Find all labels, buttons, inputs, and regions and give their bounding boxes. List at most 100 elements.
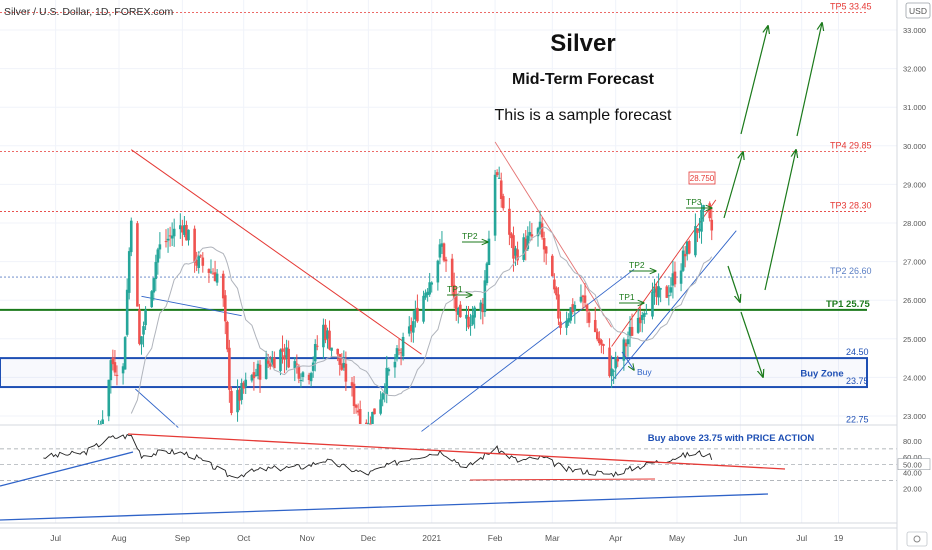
chart-settings-button[interactable] [906,531,928,547]
candle-body [101,419,104,424]
forecast-arrow-2[interactable] [727,265,740,302]
candle-body [551,255,554,277]
candle-body [299,380,303,382]
candle-body [242,382,245,389]
symbol-line: Silver / U.S. Dollar, 1D, FOREX.com [4,6,173,18]
candle-body [440,243,444,247]
candle-body [197,255,201,268]
chart-title: Silver [550,30,615,57]
candle-body [630,326,634,336]
short-blue-line-2[interactable] [135,388,179,428]
forecast-arrow-6[interactable] [796,23,822,137]
candle-body [559,321,562,329]
up-trendline-2[interactable] [611,230,737,382]
candle-body [221,273,225,299]
candle-body [381,393,384,400]
candle-body [136,223,139,307]
gear-icon[interactable] [913,535,921,543]
candle-body [622,339,626,361]
candle-body [352,383,356,407]
forecast-arrow-4[interactable] [740,311,763,377]
buy-zone-box[interactable] [0,357,868,389]
osc-value-badge [897,458,931,471]
level-label: TP3 28.30 [830,200,872,210]
candle-body [608,347,611,377]
candle-body [195,259,198,266]
candle-body [483,280,487,313]
candle-body [168,235,172,237]
candle-body [409,324,413,332]
candle-body [354,405,358,408]
candle-body [510,233,513,239]
candle-body [371,411,374,424]
annotations[interactable]: TP2 TP1 TP1 TP2 TP3 Buy 28.750 [447,171,716,377]
osc-tick-label: 20.00 [903,484,922,493]
candle-body [640,315,644,321]
candle-body [673,271,677,285]
candle-body [583,295,587,303]
currency-badge[interactable]: USD [905,2,931,19]
candle-body [201,257,205,266]
short-blue-line[interactable] [141,295,242,317]
candle-body [199,255,203,257]
candle-body [579,296,583,302]
price-marker-label: 28.750 [690,174,715,183]
candle-body [526,235,530,250]
candle-body [581,295,585,298]
forecast-arrow-5[interactable] [764,150,796,291]
candle-body [538,221,542,229]
level-label: TP2 26.60 [830,266,872,276]
down-trendline-1[interactable] [130,149,422,355]
buy-zone[interactable]: Buy Zone Buy above 23.75 with PRICE ACTIO… [0,357,868,444]
candle-body [665,286,669,298]
y-tick-label: 23.000 [903,412,926,421]
candle-body [211,273,215,275]
candle-body [679,270,683,284]
up-trendline-1[interactable] [421,268,635,432]
candle-body [428,282,431,295]
candle-body [121,366,125,374]
candle-body [154,262,158,279]
candle-body [454,295,458,312]
candle-body [499,180,503,199]
candle-body [614,356,617,369]
candle-body [436,260,440,283]
osc-red-trendline[interactable] [127,433,786,470]
candle-body [107,379,111,417]
tp3-annotation-label: TP3 [686,197,702,207]
candle-body [309,373,313,382]
candle-body [610,368,613,377]
candle-body [181,226,184,233]
osc-blue-trendline-1[interactable] [0,451,134,487]
candle-body [393,361,397,368]
x-tick-label: 19 [834,533,844,543]
candle-body [244,379,248,387]
candle-body [179,225,182,230]
candle-body [642,313,646,317]
forecast-arrows[interactable] [723,23,822,377]
osc-tick-label: 50.00 [903,461,922,470]
candle-body [456,308,460,315]
candle-body [365,422,368,424]
candle-body [452,284,456,299]
candle-body [115,374,119,376]
buy-annotation-arrow[interactable] [621,351,634,370]
osc-red-shortline[interactable] [469,478,656,481]
candle-body [557,294,560,319]
candle-body [497,177,501,179]
osc-blue-trendline-2[interactable] [0,493,769,521]
channel-top[interactable] [611,199,717,347]
candle-body [111,357,115,365]
candle-body [638,317,642,324]
candle-body [465,314,468,319]
candle-body [571,304,575,312]
candle-body [481,303,485,313]
candle-body [708,203,712,219]
tp1-annotation-2-label: TP1 [619,292,635,302]
candle-body [109,360,113,381]
forecast-arrow-3[interactable] [740,26,768,135]
candle-body [395,348,399,360]
candle-body [508,208,511,235]
forecast-arrow-1[interactable] [723,152,743,219]
